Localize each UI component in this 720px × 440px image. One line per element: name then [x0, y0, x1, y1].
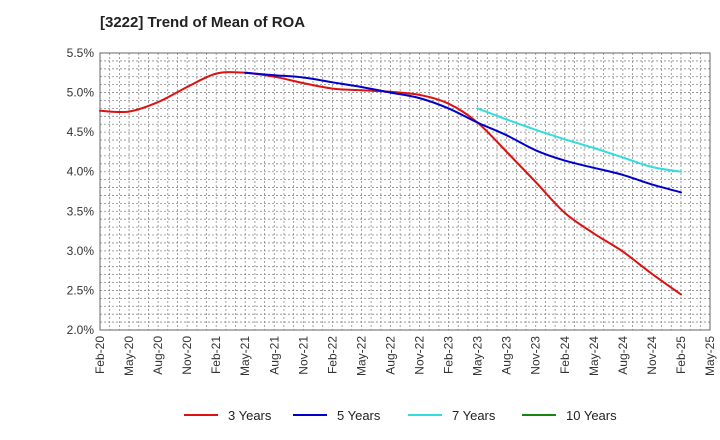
x-tick-label: May-20 [122, 336, 136, 376]
y-tick-label: 4.5% [67, 125, 95, 139]
x-tick-label: Feb-23 [442, 336, 456, 374]
x-tick-label: Nov-21 [296, 336, 310, 375]
x-tick-label: Aug-22 [383, 336, 397, 375]
tick-labels: 2.0% 2.5% 3.0% 3.5% 4.0% 4.5% 5.0% 5.5% Feb-20 Ma… [67, 46, 717, 376]
x-tick-label: Nov-24 [645, 336, 659, 375]
x-tick-label: Aug-20 [151, 336, 165, 375]
x-tick-label: Aug-21 [267, 336, 281, 375]
y-tick-label: 3.0% [67, 244, 95, 258]
legend-label-5-years: 5 Years [337, 407, 381, 423]
legend-label-3-years: 3 Years [228, 407, 272, 423]
legend-label-7-years: 7 Years [452, 407, 496, 423]
x-tick-label: May-21 [238, 336, 252, 376]
x-tick-label: Nov-23 [529, 336, 543, 375]
legend-item-7-years: 7 Years [408, 404, 495, 426]
axes [99, 52, 711, 331]
x-tick-label: Aug-23 [500, 336, 514, 375]
x-tick-label: May-22 [354, 336, 368, 376]
y-tick-label: 2.5% [67, 283, 95, 297]
legend-label-10-years: 10 Years [566, 407, 617, 423]
x-tick-label: Nov-20 [180, 336, 194, 375]
y-tick-label: 3.5% [67, 204, 95, 218]
legend-item-10-years: 10 Years [522, 404, 617, 426]
legend-item-3-years: 3 Years [184, 404, 271, 426]
x-tick-label: Feb-22 [325, 336, 339, 374]
series [99, 71, 682, 296]
plot-frame [99, 52, 711, 331]
x-tick-label: May-23 [471, 336, 485, 376]
x-tick-label: Nov-22 [413, 336, 427, 375]
legend-swatch-5-years [293, 414, 327, 416]
legend-swatch-10-years [522, 414, 556, 416]
y-tick-label: 2.0% [67, 323, 95, 337]
x-tick-label: May-24 [587, 336, 601, 376]
x-tick-label: Feb-25 [674, 336, 688, 374]
x-tick-label: Aug-24 [616, 336, 630, 375]
series-line-5-years [244, 71, 682, 194]
plot-background [100, 53, 710, 330]
y-tick-label: 4.0% [67, 165, 95, 179]
x-tick-label: Feb-20 [93, 336, 107, 374]
y-tick-label: 5.5% [67, 46, 95, 60]
legend-item-5-years: 5 Years [293, 404, 380, 426]
x-tick-label: Feb-24 [558, 336, 572, 374]
legend: 3 Years 5 Years 7 Years 10 Years [0, 404, 720, 426]
x-tick-label: May-25 [703, 336, 717, 376]
line-chart: 2.0% 2.5% 3.0% 3.5% 4.0% 4.5% 5.0% 5.5% Feb-20 Ma… [67, 46, 717, 376]
y-tick-label: 5.0% [67, 86, 95, 100]
legend-swatch-3-years [184, 414, 218, 416]
series-line-7-years [476, 107, 682, 173]
x-tick-label: Feb-21 [209, 336, 223, 374]
chart-title: [3222] Trend of Mean of ROA [100, 14, 306, 31]
legend-swatch-7-years [408, 414, 442, 416]
